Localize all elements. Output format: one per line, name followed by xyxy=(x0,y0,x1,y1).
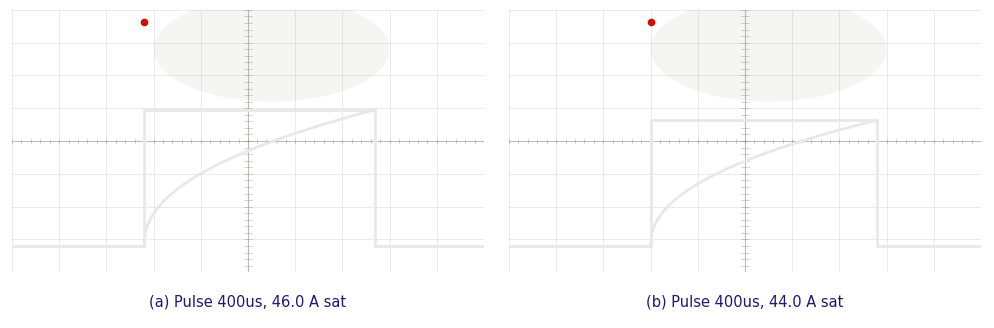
Ellipse shape xyxy=(154,0,390,102)
Text: (b) Pulse 400us, 44.0 A sat: (b) Pulse 400us, 44.0 A sat xyxy=(646,294,844,309)
Text: (a) Pulse 400us, 46.0 A sat: (a) Pulse 400us, 46.0 A sat xyxy=(149,294,347,309)
Ellipse shape xyxy=(650,0,887,102)
